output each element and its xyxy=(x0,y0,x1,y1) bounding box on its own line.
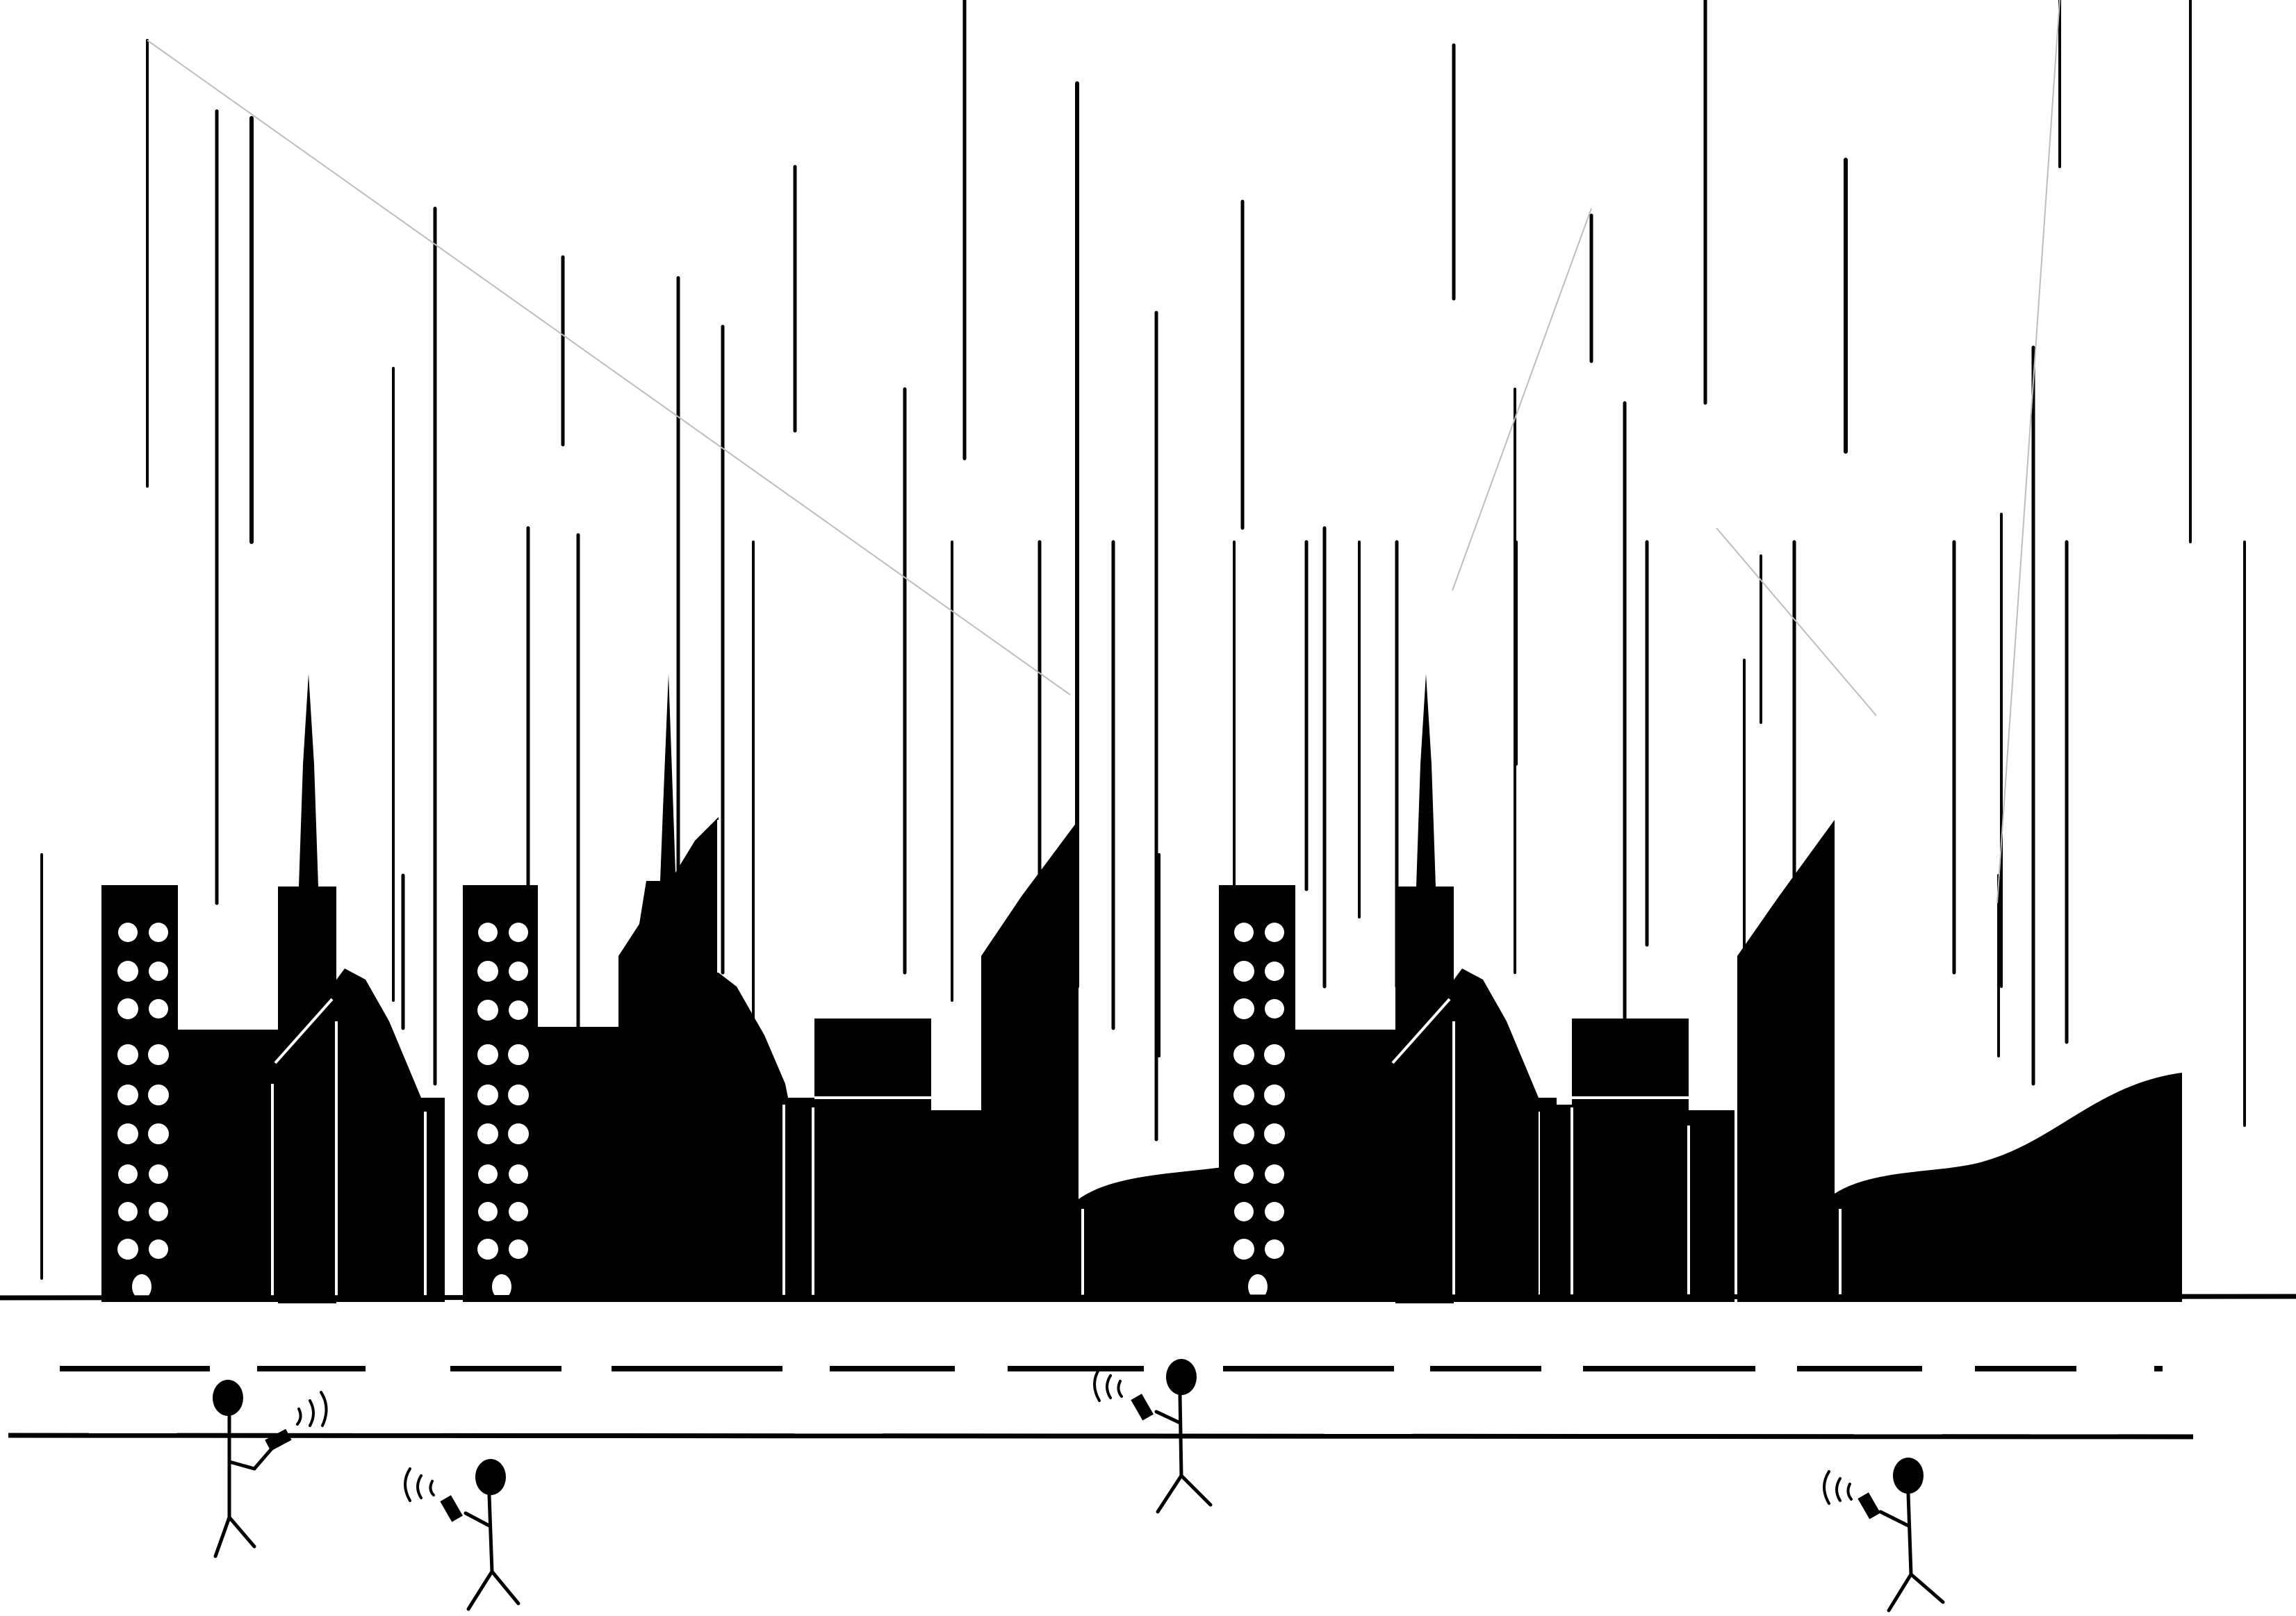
tower-windows xyxy=(117,923,169,1299)
person-with-phone-3 xyxy=(1093,1359,1213,1514)
tower-windows xyxy=(477,923,529,1299)
person-with-phone-1 xyxy=(213,1380,328,1558)
road xyxy=(0,1294,2296,1440)
tower-windows xyxy=(1233,923,1285,1299)
rain-streaks xyxy=(40,0,2246,1280)
city-skyline-center xyxy=(463,674,1223,1302)
city-skyline-right xyxy=(1219,674,2182,1303)
city-skyline-left xyxy=(101,674,445,1303)
person-with-phone-4 xyxy=(1823,1458,1945,1613)
person-with-phone-2 xyxy=(404,1459,520,1611)
